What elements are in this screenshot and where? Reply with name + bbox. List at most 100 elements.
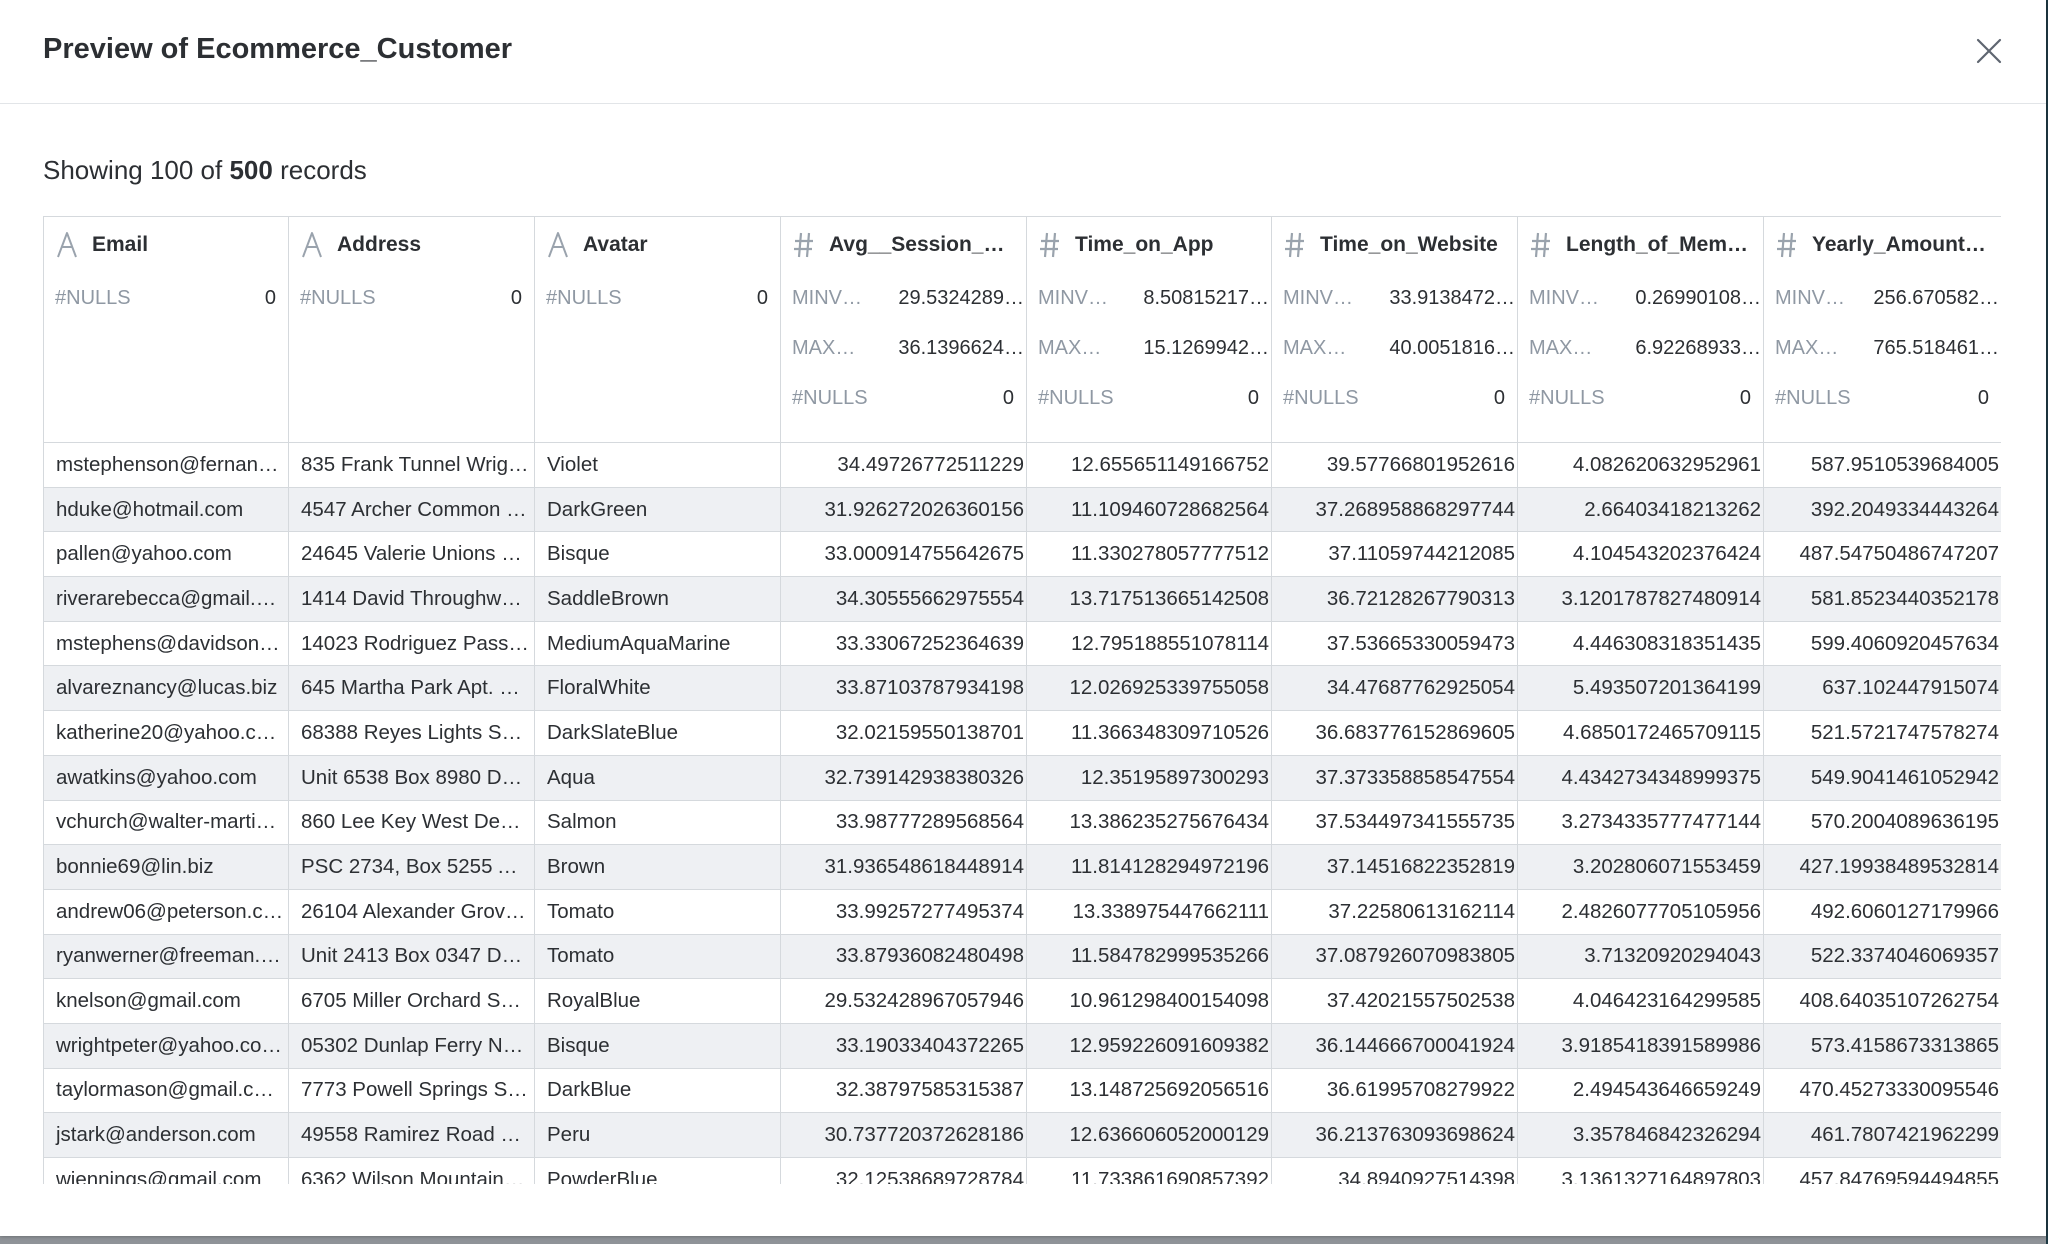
table-row[interactable]: knelson@gmail.com 6705 Miller Orchard Su……: [43, 978, 2001, 1024]
column-name: Avatar: [583, 233, 648, 256]
table-cell: 31.936548618448914: [780, 844, 1027, 890]
table-cell: 33.87103787934198: [780, 665, 1027, 712]
column-stat: MINV… 8.50815217…: [1028, 273, 1271, 323]
summary-prefix: Showing 100 of: [43, 155, 230, 185]
column-header-6[interactable]: Length_of_Memb… MINV… 0.26990108… MAXV… 6.92…: [1517, 216, 1764, 443]
table-cell: 637.102447915074: [1763, 665, 2001, 712]
table-cell: ryanwerner@freeman.…: [43, 933, 289, 980]
table-row[interactable]: ryanwerner@freeman.… Unit 2413 Box 0347 D…: [43, 933, 2001, 980]
table-row[interactable]: riverarebecca@gmail.c… 1414 David Through…: [43, 576, 2001, 622]
data-table-container[interactable]: Email #NULLS 0 Address #NULLS 0 Avatar #NULLS 0 A…: [43, 216, 2001, 1184]
table-cell: 408.64035107262754: [1763, 978, 2001, 1024]
table-cell: riverarebecca@gmail.c…: [43, 576, 289, 622]
table-cell: 549.9041461052942: [1763, 754, 2001, 801]
column-header-7[interactable]: Yearly_Amount_S… MINV… 256.670582… MAXV… 765…: [1763, 216, 2001, 443]
column-stat: #NULLS 0: [1273, 373, 1517, 423]
table-cell: Brown: [534, 844, 781, 890]
table-cell: 33.87936082480498: [780, 933, 1027, 980]
table-cell: 3.1201787827480914: [1517, 576, 1764, 622]
table-row[interactable]: alvareznancy@lucas.biz 645 Martha Park Ap…: [43, 665, 2001, 712]
table-row[interactable]: awatkins@yahoo.com Unit 6538 Box 8980 D… A…: [43, 754, 2001, 801]
column-header-0[interactable]: Email #NULLS 0: [43, 216, 289, 443]
column-stat: MAXV… 765.518461…: [1765, 323, 2001, 373]
table-cell: 13.386235275676434: [1026, 799, 1272, 846]
table-cell: 12.636606052000129: [1026, 1112, 1272, 1158]
close-icon[interactable]: [1972, 34, 2006, 68]
background-strip: [2046, 0, 2048, 1244]
column-title: Avg__Session_Len…: [782, 218, 1026, 274]
table-row[interactable]: mstephenson@fernan… 835 Frank Tunnel Wrig…: [43, 442, 2001, 488]
table-cell: 4.6850172465709115: [1517, 710, 1764, 756]
column-name: Email: [92, 233, 149, 256]
column-header-2[interactable]: Avatar #NULLS 0: [534, 216, 781, 443]
text-type-icon: [547, 231, 569, 259]
table-cell: 32.38797585315387: [780, 1067, 1027, 1114]
table-cell: wrightpeter@yahoo.co…: [43, 1022, 289, 1069]
column-stat: #NULLS 0: [290, 273, 534, 323]
stat-label: MINV…: [792, 286, 862, 309]
table-row[interactable]: taylormason@gmail.c… 7773 Powell Springs …: [43, 1067, 2001, 1114]
table-cell: 13.717513665142508: [1026, 576, 1272, 622]
table-cell: 587.9510539684005: [1763, 442, 2001, 488]
table-cell: 37.087926070983805: [1271, 933, 1518, 980]
header-row: Email #NULLS 0 Address #NULLS 0 Avatar #NULLS 0 A…: [43, 216, 2001, 443]
table-cell: 2.494543646659249: [1517, 1067, 1764, 1114]
column-name: Time_on_Website: [1320, 233, 1498, 256]
table-row[interactable]: pallen@yahoo.com 24645 Valerie Unions … Bi…: [43, 531, 2001, 578]
table-cell: 34.47687762925054: [1271, 665, 1518, 712]
table-cell: 11.109460728682564: [1026, 486, 1272, 533]
table-cell: 4.4342734348999375: [1517, 754, 1764, 801]
column-header-1[interactable]: Address #NULLS 0: [288, 216, 535, 443]
table-cell: 7773 Powell Springs S…: [288, 1067, 535, 1114]
stat-value: 0: [1002, 386, 1014, 409]
table-row[interactable]: katherine20@yahoo.c… 68388 Reyes Lights S…: [43, 710, 2001, 756]
stat-value: 29.5324289…: [898, 286, 1024, 309]
table-row[interactable]: mstephens@davidson… 14023 Rodriguez Pass……: [43, 620, 2001, 667]
table-cell: pallen@yahoo.com: [43, 531, 289, 578]
table-row[interactable]: andrew06@peterson.c… 26104 Alexander Grov…: [43, 888, 2001, 935]
table-cell: 34.8940927514398: [1271, 1157, 1518, 1184]
table-cell: 4.082620632952961: [1517, 442, 1764, 488]
table-cell: FloralWhite: [534, 665, 781, 712]
stat-value: 15.1269942…: [1143, 336, 1269, 359]
column-header-5[interactable]: Time_on_Website MINV… 33.9138472… MAXV… 40.0…: [1271, 216, 1518, 443]
table-row[interactable]: vchurch@walter-marti… 860 Lee Key West De…: [43, 799, 2001, 846]
table-cell: MediumAquaMarine: [534, 620, 781, 667]
column-stat: #NULLS 0: [536, 273, 780, 323]
column-header-4[interactable]: Time_on_App MINV… 8.50815217… MAXV… 15.12699…: [1026, 216, 1272, 443]
column-name: Time_on_App: [1075, 233, 1214, 256]
table-cell: 33.19033404372265: [780, 1022, 1027, 1069]
stat-label: MINV…: [1775, 286, 1845, 309]
column-name: Yearly_Amount_S…: [1812, 233, 1991, 256]
table-cell: 14023 Rodriguez Pass…: [288, 620, 535, 667]
table-cell: 37.42021557502538: [1271, 978, 1518, 1024]
table-cell: 36.683776152869605: [1271, 710, 1518, 756]
table-cell: 3.2734335777477144: [1517, 799, 1764, 846]
table-row[interactable]: wjennings@gmail.com 6362 Wilson Mountain……: [43, 1157, 2001, 1184]
stat-label: #NULLS: [55, 286, 131, 309]
table-cell: PowderBlue: [534, 1157, 781, 1184]
column-header-3[interactable]: Avg__Session_Len… MINV… 29.5324289… MAXV… 36…: [780, 216, 1027, 443]
table-cell: 573.4158673313865: [1763, 1022, 2001, 1069]
table-cell: DarkGreen: [534, 486, 781, 533]
stat-label: #NULLS: [1529, 386, 1605, 409]
table-cell: 30.737720372628186: [780, 1112, 1027, 1158]
table-row[interactable]: wrightpeter@yahoo.co… 05302 Dunlap Ferry …: [43, 1022, 2001, 1069]
table-cell: 26104 Alexander Grov…: [288, 888, 535, 935]
stat-value: 0: [1493, 386, 1505, 409]
column-stat: MINV… 0.26990108…: [1519, 273, 1763, 323]
table-row[interactable]: jstark@anderson.com 49558 Ramirez Road S……: [43, 1112, 2001, 1158]
stat-value: 0: [264, 286, 276, 309]
table-cell: 13.148725692056516: [1026, 1067, 1272, 1114]
table-cell: 29.532428967057946: [780, 978, 1027, 1024]
table-row[interactable]: hduke@hotmail.com 4547 Archer Common … Dar…: [43, 486, 2001, 533]
column-stat: #NULLS 0: [1765, 373, 2001, 423]
table-row[interactable]: bonnie69@lin.biz PSC 2734, Box 5255 A… Bro…: [43, 844, 2001, 890]
table-cell: 37.11059744212085: [1271, 531, 1518, 578]
stat-label: MINV…: [1283, 286, 1353, 309]
table-cell: 3.357846842326294: [1517, 1112, 1764, 1158]
table-cell: 05302 Dunlap Ferry Ne…: [288, 1022, 535, 1069]
table-cell: wjennings@gmail.com: [43, 1157, 289, 1184]
table-cell: hduke@hotmail.com: [43, 486, 289, 533]
table-cell: 12.959226091609382: [1026, 1022, 1272, 1069]
